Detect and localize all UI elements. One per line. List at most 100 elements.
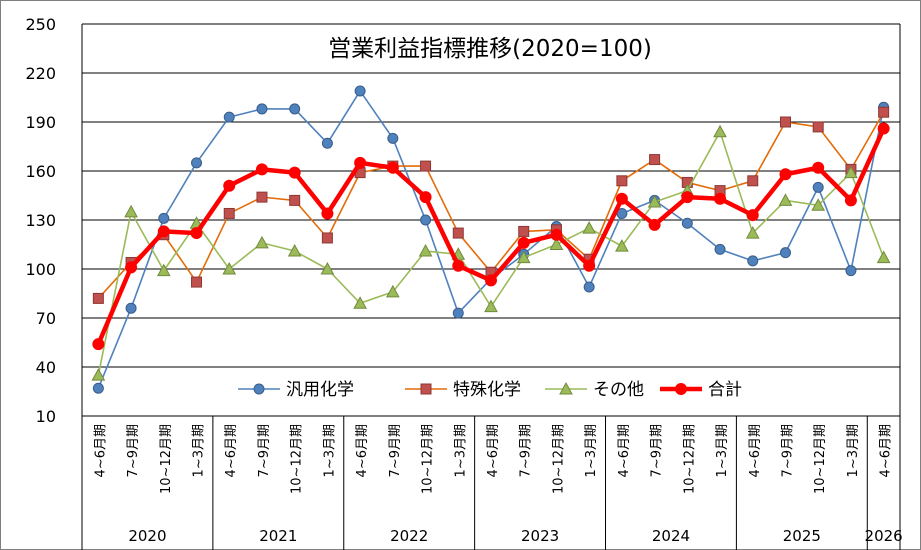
data-point — [675, 383, 687, 395]
data-point — [779, 168, 792, 181]
x-tick-label: 10~12月期 — [682, 424, 697, 494]
data-point — [583, 281, 595, 293]
x-tick-label: 4~6月期 — [748, 424, 763, 477]
data-point — [876, 250, 891, 264]
data-point — [681, 217, 693, 229]
data-point — [559, 381, 573, 395]
data-point — [420, 160, 432, 172]
y-tick-label: 250 — [25, 15, 56, 34]
y-tick-label: 70 — [36, 309, 56, 328]
y-tick-label: 130 — [25, 211, 56, 230]
x-tick-label: 10~12月期 — [290, 424, 305, 494]
data-point — [419, 191, 432, 204]
data-point — [812, 121, 824, 133]
data-point — [321, 207, 334, 220]
data-point — [92, 292, 104, 304]
data-point — [223, 111, 235, 123]
x-tick-label: 1~3月期 — [715, 424, 730, 477]
data-point — [420, 383, 432, 395]
data-point — [418, 243, 433, 257]
data-point — [321, 137, 333, 149]
series-汎用化学 — [92, 85, 890, 394]
data-point — [255, 163, 268, 176]
data-point — [385, 284, 400, 298]
x-tick-label: 10~12月期 — [551, 424, 566, 494]
data-point — [714, 243, 726, 255]
data-point — [190, 227, 203, 240]
x-tick-label: 4~6月期 — [879, 424, 894, 477]
data-point — [158, 212, 170, 224]
x-tick-label: 4~6月期 — [224, 424, 239, 477]
data-point — [387, 132, 399, 144]
x-tick-label: 10~12月期 — [813, 424, 828, 494]
chart-title: 営業利益指標推移(2020=100) — [328, 36, 652, 62]
data-point — [253, 383, 265, 395]
x-tick-label: 10~12月期 — [421, 424, 436, 494]
data-point — [125, 261, 138, 274]
year-label: 2023 — [521, 527, 559, 545]
data-point — [222, 261, 237, 275]
x-tick-label: 4~6月期 — [617, 424, 632, 477]
legend-item: その他 — [545, 380, 644, 400]
data-point — [354, 156, 367, 169]
data-point — [811, 198, 826, 211]
data-point — [91, 368, 106, 381]
x-tick-label: 7~9月期 — [519, 424, 534, 477]
data-point — [223, 207, 235, 219]
year-label: 2021 — [259, 527, 297, 545]
data-point — [517, 236, 530, 249]
data-point — [255, 235, 269, 249]
x-tick-label: 4~6月期 — [355, 424, 370, 477]
x-tick-label: 7~9月期 — [257, 424, 272, 477]
x-tick-label: 10~12月期 — [159, 424, 174, 494]
data-point — [452, 259, 465, 272]
data-point — [157, 225, 170, 238]
data-point — [92, 338, 105, 351]
data-point — [615, 239, 629, 252]
data-point — [549, 237, 564, 250]
legend-item: 汎用化学 — [238, 380, 354, 400]
data-point — [778, 193, 793, 206]
data-point — [518, 225, 530, 237]
data-point — [125, 302, 137, 314]
data-point — [745, 226, 760, 239]
data-point — [223, 179, 236, 192]
data-point — [877, 122, 890, 135]
data-point — [289, 103, 301, 115]
legend-label: 汎用化学 — [286, 380, 354, 400]
x-tick-label: 7~9月期 — [780, 424, 795, 477]
x-tick-label: 1~3月期 — [322, 424, 337, 477]
data-point — [648, 218, 661, 231]
data-point — [812, 161, 825, 174]
data-point — [353, 296, 367, 309]
data-point — [485, 274, 497, 287]
data-point — [124, 204, 138, 218]
y-tick-label: 100 — [25, 260, 56, 279]
data-point — [452, 307, 464, 319]
data-point — [256, 103, 268, 115]
data-point — [878, 106, 890, 118]
y-tick-label: 40 — [36, 358, 56, 377]
year-label: 2022 — [390, 527, 428, 545]
y-tick-label: 160 — [25, 162, 56, 181]
data-point — [713, 124, 727, 138]
x-tick-label: 1~3月期 — [846, 424, 861, 477]
series-特殊化学 — [92, 106, 890, 304]
x-tick-label: 4~6月期 — [486, 424, 501, 477]
legend-label: その他 — [593, 380, 644, 400]
year-label: 2024 — [652, 527, 690, 545]
data-point — [156, 263, 171, 277]
data-point — [747, 255, 759, 267]
legend: 汎用化学 特殊化学 その他 合計 — [238, 380, 742, 400]
legend-label: 合計 — [708, 380, 742, 400]
year-label: 2025 — [783, 527, 821, 545]
data-point — [288, 166, 301, 179]
x-tick-label: 1~3月期 — [192, 424, 207, 477]
series-合計 — [92, 122, 890, 351]
x-tick-label: 4~6月期 — [93, 424, 108, 477]
x-tick-label: 7~9月期 — [126, 424, 141, 477]
y-tick-label: 220 — [25, 64, 56, 83]
data-point — [191, 157, 203, 169]
data-point — [812, 181, 824, 193]
